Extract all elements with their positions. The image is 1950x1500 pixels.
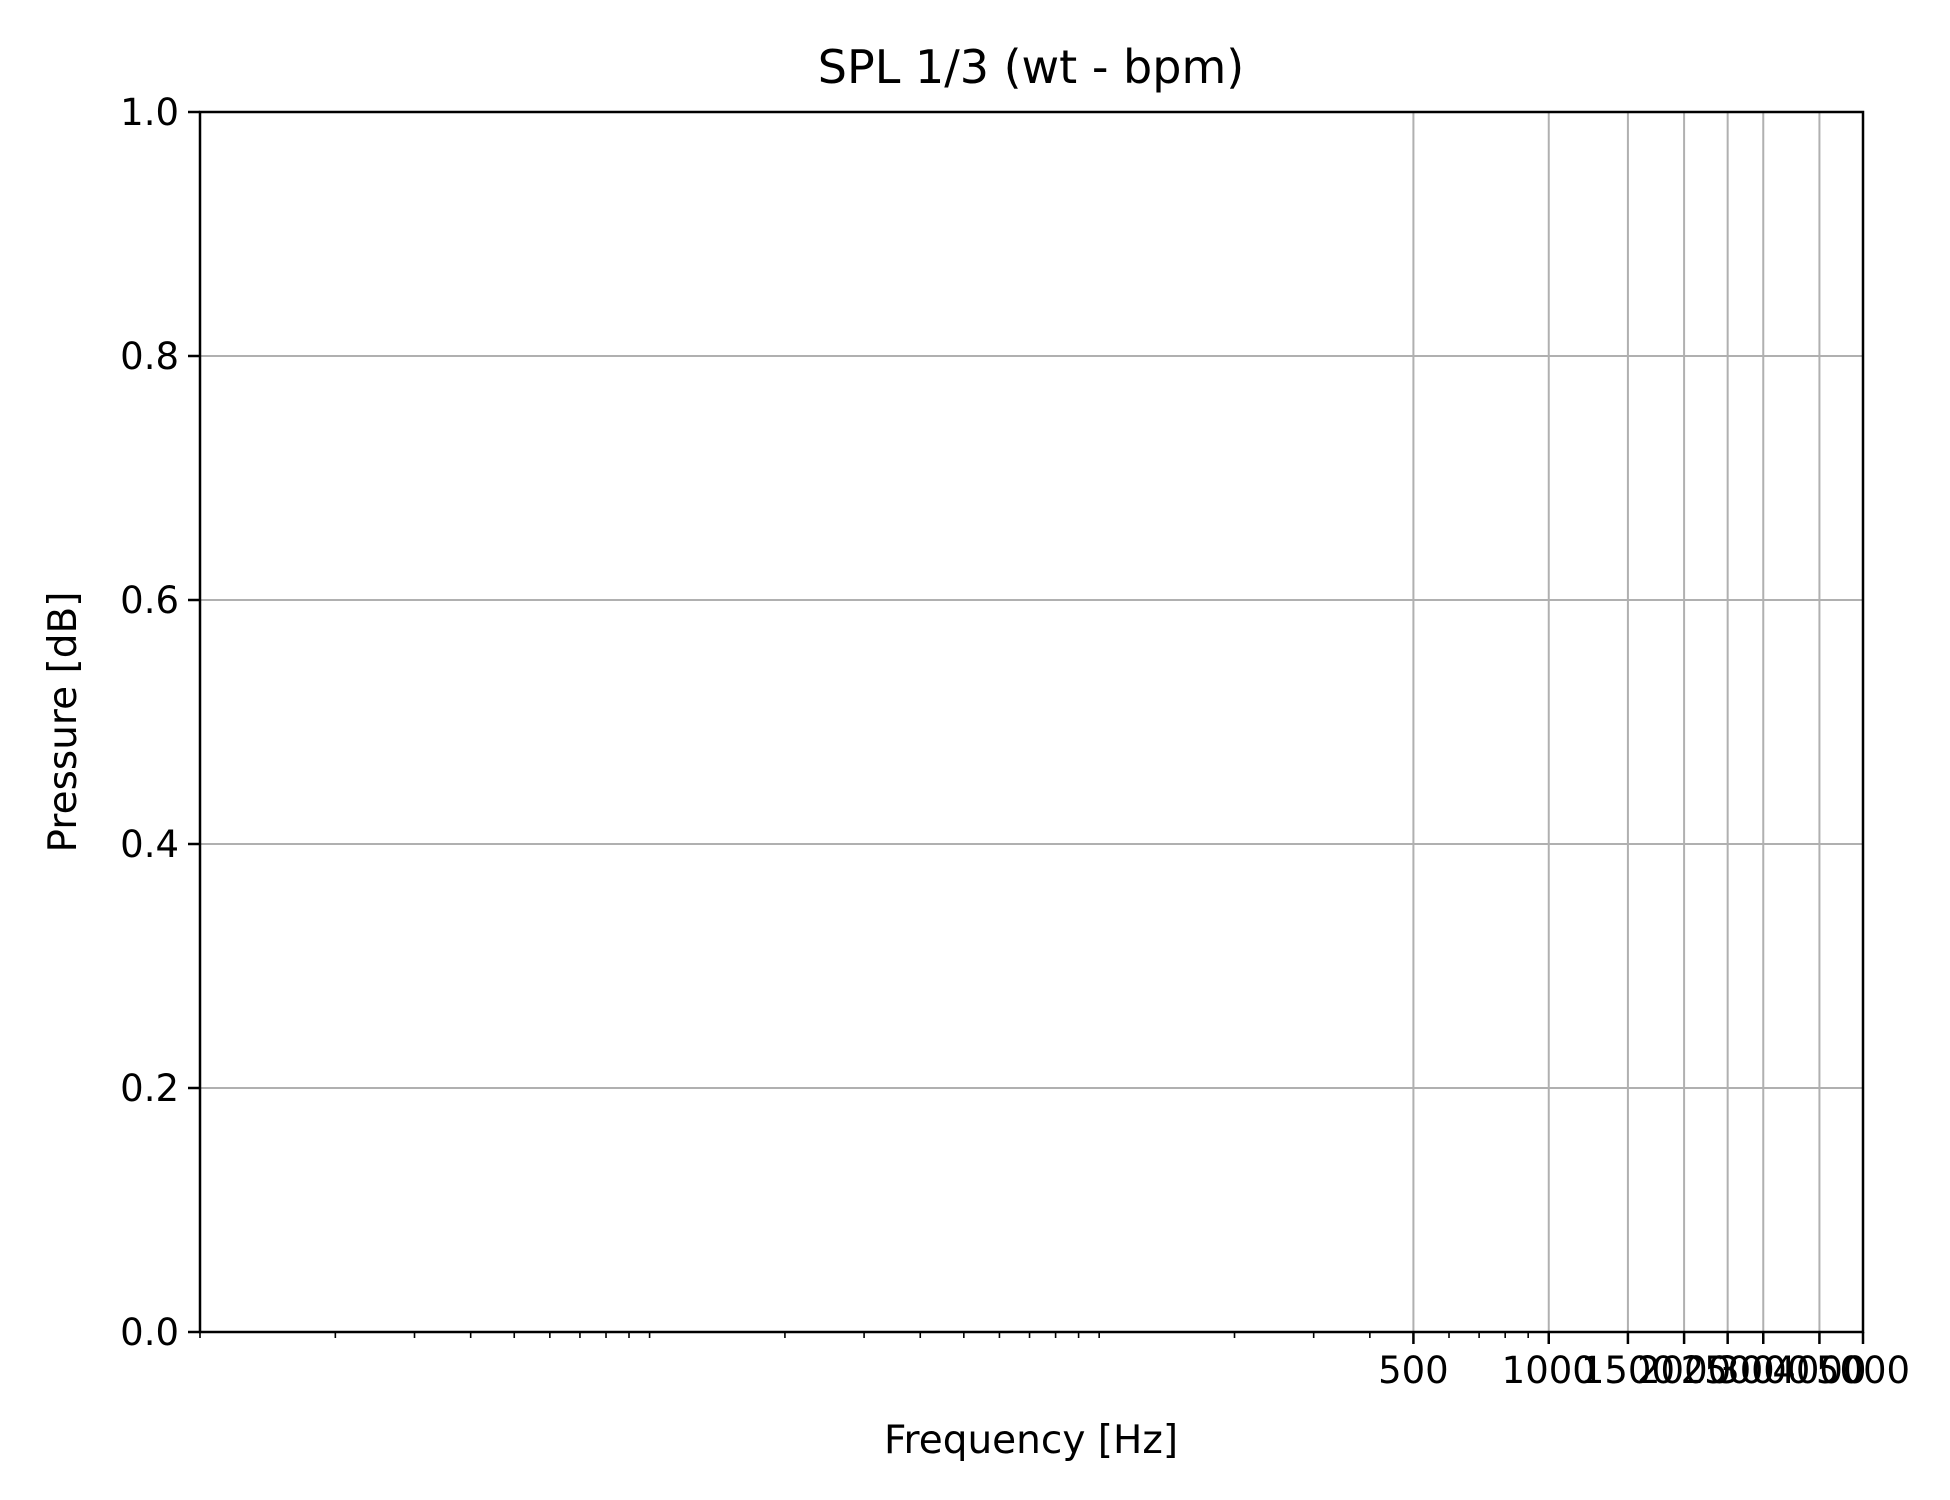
x-tick-label: 2000 <box>1637 1349 1731 1392</box>
x-tick-label: 3000 <box>1716 1349 1810 1392</box>
y-tick-label: 0.2 <box>120 1067 179 1110</box>
x-tick-label: 1500 <box>1581 1349 1675 1392</box>
chart-title: SPL 1/3 (wt - bpm) <box>818 40 1244 94</box>
plot-area-frame <box>198 110 1865 1334</box>
y-axis-title: Pressure [dB] <box>41 592 86 853</box>
y-tick-label: 0.8 <box>120 335 179 378</box>
y-tick-label: 0.6 <box>120 579 179 622</box>
x-tick-label: 4000 <box>1772 1349 1866 1392</box>
y-tick-label: 0.0 <box>120 1311 179 1354</box>
grid-lines <box>200 112 1863 1332</box>
y-tick-label: 1.0 <box>120 91 179 134</box>
y-tick-label: 0.4 <box>120 823 179 866</box>
tick-labels: 0.0 0.2 0.4 0.6 0.8 1.0 500 1000150020002500300… <box>120 91 1910 1392</box>
x-axis-title: Frequency [Hz] <box>884 1418 1178 1463</box>
x-tick-label: 500 <box>1378 1349 1449 1392</box>
axis-ticks <box>188 110 1865 1344</box>
x-tick-label: 5000 <box>1816 1349 1910 1392</box>
x-tick-label: 1000 <box>1502 1349 1596 1392</box>
x-tick-label: 2500 <box>1681 1349 1775 1392</box>
